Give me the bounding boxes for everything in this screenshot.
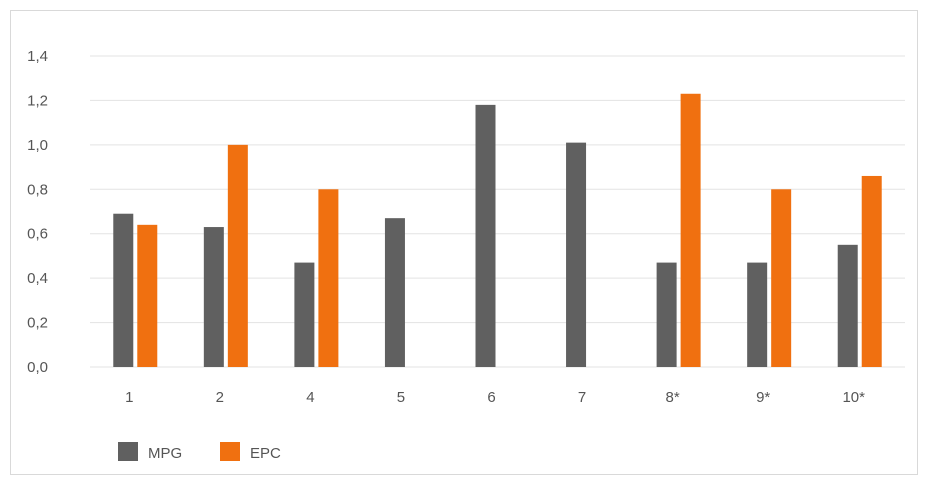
bar-epc-10star bbox=[862, 176, 882, 367]
y-tick-label: 1,2 bbox=[27, 92, 48, 109]
x-axis-ticks: 1 2 4 5 6 7 8* 9* 10* bbox=[125, 389, 865, 406]
legend-label-mpg: MPG bbox=[148, 445, 182, 462]
legend-swatch-mpg bbox=[118, 442, 138, 461]
bar-mpg-8star bbox=[657, 263, 677, 367]
bar-mpg-9star bbox=[747, 263, 767, 367]
x-tick-label: 1 bbox=[125, 389, 133, 406]
bar-epc-4 bbox=[318, 189, 338, 367]
x-tick-label: 10* bbox=[842, 389, 865, 406]
bar-mpg-10star bbox=[838, 245, 858, 367]
bar-mpg-6 bbox=[476, 105, 496, 367]
bar-epc-9star bbox=[771, 189, 791, 367]
bars bbox=[113, 94, 881, 367]
y-tick-label: 0,8 bbox=[27, 181, 48, 198]
bar-mpg-7 bbox=[566, 143, 586, 367]
bar-epc-1 bbox=[137, 225, 157, 367]
x-tick-label: 5 bbox=[397, 389, 405, 406]
legend-label-epc: EPC bbox=[250, 445, 281, 462]
x-tick-label: 7 bbox=[578, 389, 586, 406]
bar-mpg-1 bbox=[113, 214, 133, 367]
bar-mpg-5 bbox=[385, 218, 405, 367]
y-tick-label: 0,2 bbox=[27, 315, 48, 332]
bar-mpg-4 bbox=[294, 263, 314, 367]
x-tick-label: 2 bbox=[216, 389, 224, 406]
x-tick-label: 9* bbox=[756, 389, 770, 406]
bar-epc-8star bbox=[681, 94, 701, 367]
y-tick-label: 1,4 bbox=[27, 48, 48, 65]
y-tick-label: 0,4 bbox=[27, 270, 48, 287]
legend-swatch-epc bbox=[220, 442, 240, 461]
x-tick-label: 8* bbox=[666, 389, 680, 406]
y-axis-ticks: 0,0 0,2 0,4 0,6 0,8 1,0 1,2 1,4 bbox=[27, 48, 48, 376]
bar-mpg-2 bbox=[204, 227, 224, 367]
x-tick-label: 4 bbox=[306, 389, 314, 406]
y-tick-label: 0,0 bbox=[27, 359, 48, 376]
y-tick-label: 0,6 bbox=[27, 226, 48, 243]
y-tick-label: 1,0 bbox=[27, 137, 48, 154]
bar-epc-2 bbox=[228, 145, 248, 367]
legend: MPG EPC bbox=[118, 442, 281, 462]
x-tick-label: 6 bbox=[487, 389, 495, 406]
